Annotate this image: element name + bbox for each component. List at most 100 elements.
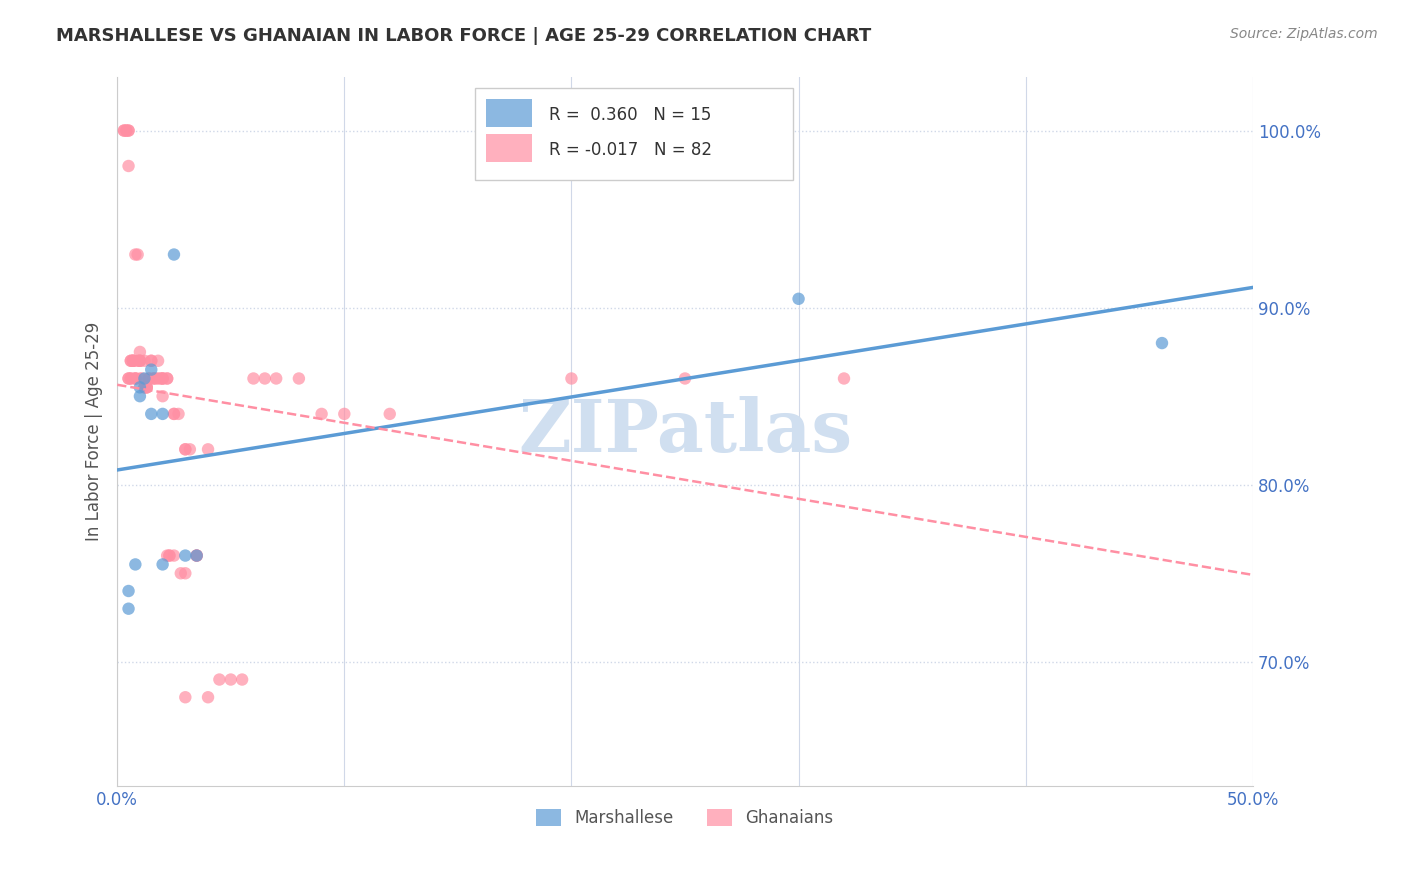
Point bbox=[120, 353, 142, 368]
Point bbox=[141, 353, 163, 368]
Point bbox=[163, 549, 186, 563]
Point bbox=[163, 247, 186, 261]
Point bbox=[174, 690, 197, 705]
Point bbox=[152, 407, 174, 421]
Point bbox=[186, 549, 208, 563]
Point bbox=[129, 345, 152, 359]
Point bbox=[146, 371, 169, 385]
Point bbox=[129, 353, 152, 368]
Point bbox=[122, 353, 145, 368]
Point bbox=[124, 558, 146, 572]
Point bbox=[141, 362, 163, 376]
Point bbox=[159, 549, 181, 563]
Y-axis label: In Labor Force | Age 25-29: In Labor Force | Age 25-29 bbox=[86, 322, 103, 541]
Point bbox=[186, 549, 208, 563]
Point bbox=[197, 442, 219, 457]
Point bbox=[127, 353, 149, 368]
Point bbox=[156, 371, 179, 385]
Text: R =  0.360   N = 15: R = 0.360 N = 15 bbox=[548, 106, 711, 124]
Point bbox=[134, 380, 156, 394]
Point bbox=[264, 371, 287, 385]
Point bbox=[142, 371, 165, 385]
FancyBboxPatch shape bbox=[475, 88, 793, 180]
Point bbox=[117, 601, 139, 615]
Point bbox=[156, 549, 179, 563]
Point bbox=[129, 371, 152, 385]
Point bbox=[124, 371, 146, 385]
Point bbox=[197, 690, 219, 705]
Point bbox=[288, 371, 311, 385]
Point bbox=[159, 549, 181, 563]
Point bbox=[333, 407, 356, 421]
Point bbox=[378, 407, 401, 421]
Point bbox=[174, 442, 197, 457]
Point bbox=[134, 380, 156, 394]
Point bbox=[122, 353, 145, 368]
Point bbox=[152, 389, 174, 403]
Point bbox=[145, 371, 167, 385]
Point bbox=[129, 353, 152, 368]
Point bbox=[124, 247, 146, 261]
Point bbox=[135, 380, 157, 394]
Point bbox=[832, 371, 855, 385]
Point bbox=[122, 353, 145, 368]
Point bbox=[134, 353, 156, 368]
Point bbox=[179, 442, 201, 457]
Point bbox=[141, 407, 163, 421]
Point bbox=[127, 247, 149, 261]
Point bbox=[122, 353, 145, 368]
Point bbox=[146, 353, 169, 368]
Point bbox=[186, 549, 208, 563]
Point bbox=[134, 371, 156, 385]
Point bbox=[152, 558, 174, 572]
Point bbox=[149, 371, 172, 385]
Point bbox=[120, 371, 142, 385]
Point bbox=[135, 380, 157, 394]
Point bbox=[117, 123, 139, 137]
Point bbox=[673, 371, 696, 385]
Point bbox=[131, 371, 153, 385]
Legend: Marshallese, Ghanaians: Marshallese, Ghanaians bbox=[530, 803, 841, 834]
Text: MARSHALLESE VS GHANAIAN IN LABOR FORCE | AGE 25-29 CORRELATION CHART: MARSHALLESE VS GHANAIAN IN LABOR FORCE |… bbox=[56, 27, 872, 45]
Point bbox=[117, 371, 139, 385]
Point bbox=[138, 371, 160, 385]
Point bbox=[174, 566, 197, 581]
Point bbox=[208, 673, 231, 687]
Point bbox=[112, 123, 135, 137]
Point bbox=[120, 371, 142, 385]
Point bbox=[787, 292, 810, 306]
Point bbox=[156, 371, 179, 385]
Point bbox=[124, 371, 146, 385]
Point bbox=[141, 353, 163, 368]
Point bbox=[253, 371, 276, 385]
Point bbox=[117, 371, 139, 385]
Point bbox=[560, 371, 582, 385]
Point bbox=[117, 159, 139, 173]
Point bbox=[152, 371, 174, 385]
Point bbox=[115, 123, 138, 137]
Point bbox=[115, 123, 138, 137]
Point bbox=[117, 123, 139, 137]
Point bbox=[129, 353, 152, 368]
Point bbox=[174, 442, 197, 457]
Point bbox=[170, 566, 193, 581]
Point bbox=[142, 371, 165, 385]
Point bbox=[174, 549, 197, 563]
Point bbox=[152, 371, 174, 385]
Text: ZIPatlas: ZIPatlas bbox=[517, 396, 852, 467]
FancyBboxPatch shape bbox=[486, 99, 531, 127]
Point bbox=[129, 389, 152, 403]
Point bbox=[117, 584, 139, 599]
Text: Source: ZipAtlas.com: Source: ZipAtlas.com bbox=[1230, 27, 1378, 41]
Text: R = -0.017   N = 82: R = -0.017 N = 82 bbox=[548, 142, 711, 160]
Point bbox=[231, 673, 253, 687]
Point bbox=[219, 673, 242, 687]
Point bbox=[138, 371, 160, 385]
Point bbox=[112, 123, 135, 137]
Point bbox=[135, 380, 157, 394]
Point bbox=[311, 407, 333, 421]
Point bbox=[163, 407, 186, 421]
Point bbox=[129, 380, 152, 394]
FancyBboxPatch shape bbox=[486, 134, 531, 162]
Point bbox=[167, 407, 190, 421]
